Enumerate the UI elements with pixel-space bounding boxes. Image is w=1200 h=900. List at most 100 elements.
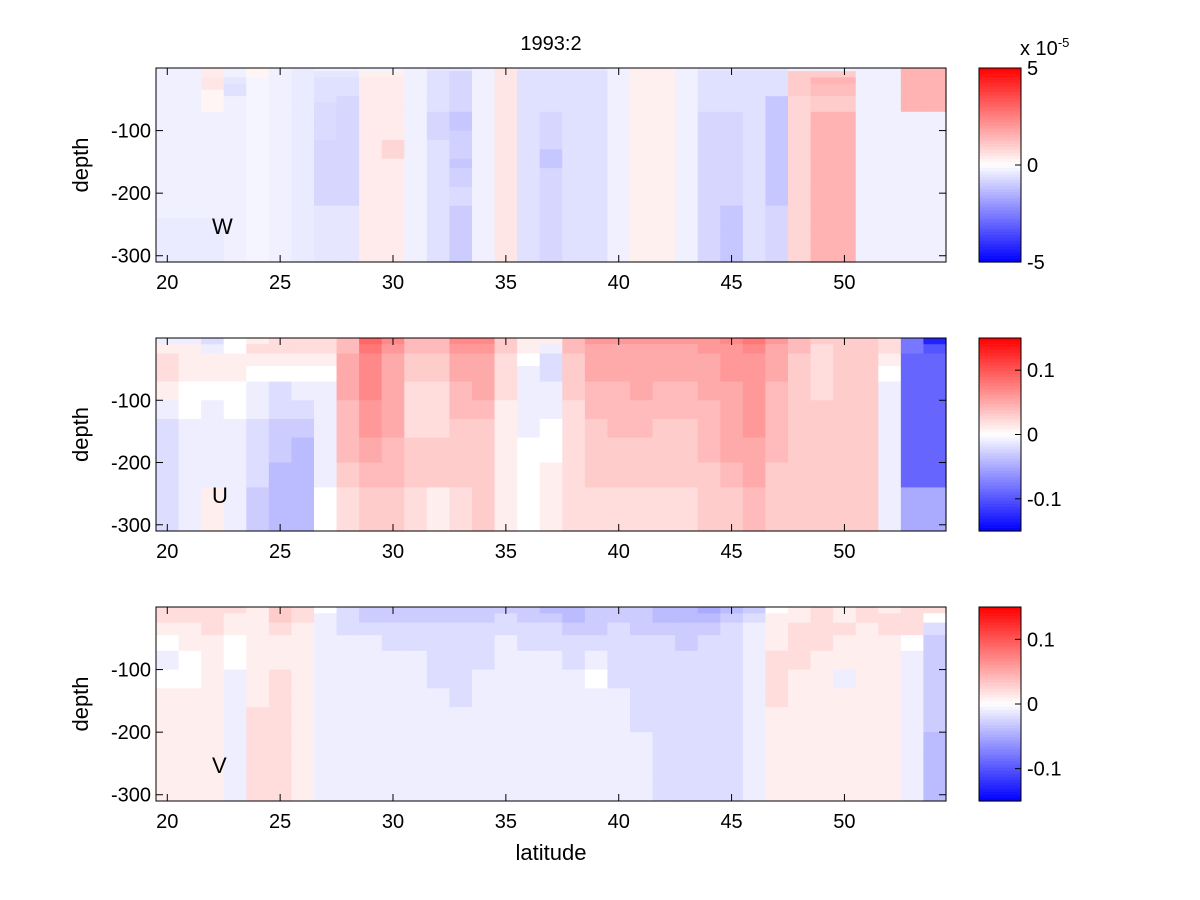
y-axis-label: depth [68,676,93,731]
x-tick-label: 20 [156,541,178,563]
colorbar-segment [979,380,1021,384]
heatmap-cell [426,707,451,733]
heatmap-cell [291,196,315,207]
heatmap-cell [381,487,405,513]
heatmap-cell [697,89,721,97]
colorbar-segment [979,524,1021,529]
heatmap-cell [201,158,225,169]
heatmap-cell [584,418,609,439]
heatmap-cell [404,732,428,758]
heatmap-cell [268,782,293,802]
heatmap-cell [810,437,834,464]
heatmap-cell [878,487,902,513]
heatmap-cell [223,400,247,420]
heatmap-cell [336,462,360,489]
colorbar-segment [979,116,1021,121]
colorbar-segment [979,404,1021,408]
panel-label: U [212,483,228,508]
heatmap-cell [178,688,202,708]
heatmap-cell [223,243,247,263]
heatmap-cell [584,381,609,401]
colorbar-segment [979,521,1021,526]
heatmap-cell [539,437,563,464]
heatmap-cell [201,96,225,104]
heatmap-cell [472,338,496,345]
heatmap-cell [517,688,541,708]
heatmap-cell [314,111,338,122]
heatmap-cell [900,669,925,689]
heatmap-cell [878,111,902,122]
heatmap-cell [675,243,699,263]
heatmap-cell [178,68,202,72]
colorbar-segment [979,512,1021,517]
heatmap-cell [381,650,405,671]
colorbar: 0.10-0.1 [978,337,1061,532]
heatmap-cell [765,732,789,758]
heatmap-cell [765,177,789,188]
heatmap-cell [539,230,563,244]
heatmap-cell [675,782,699,802]
heatmap-cell [517,243,541,263]
heatmap-cell [178,130,202,141]
heatmap-cell [494,400,518,420]
heatmap-cell [291,344,315,355]
heatmap-cell [359,218,383,232]
heatmap-cell [765,635,789,652]
colorbar-segment [979,497,1021,502]
heatmap-cell [291,512,315,532]
heatmap-cell [336,68,360,72]
heatmap-cell [720,635,744,652]
heatmap-cell [810,71,834,78]
colorbar-segment [979,679,1021,684]
heatmap-cell [810,186,834,197]
heatmap-cell [314,707,338,733]
heatmap-cell [449,688,473,708]
heatmap-cell [314,218,338,232]
heatmap-cell [359,96,383,104]
heatmap-cell [923,622,947,636]
heatmap-cell [765,512,789,532]
heatmap-cell [449,622,473,636]
heatmap-cell [223,622,247,636]
heatmap-cell [156,512,180,532]
heatmap-cell [539,669,563,689]
colorbar-tick-label: 5 [1027,58,1038,80]
heatmap-cell [607,121,631,132]
heatmap-cell [652,437,676,464]
heatmap-cell [742,149,767,160]
heatmap-cell [517,487,541,513]
heatmap-cell [539,77,563,85]
heatmap-cell [359,89,383,97]
heatmap-cell [562,757,586,783]
heatmap-cell [336,732,360,758]
heatmap-cell [652,205,676,219]
heatmap-cell [584,688,609,708]
heatmap-cell [607,149,631,160]
heatmap-cell [449,366,473,383]
heatmap-cell [314,130,338,141]
heatmap-cell [517,782,541,802]
heatmap-cell [652,622,676,636]
heatmap-cell [336,168,360,179]
heatmap-cell [472,669,496,689]
y-tick-label: -100 [111,390,151,412]
heatmap-cell [900,462,925,489]
x-tick-label: 20 [156,811,178,833]
heatmap-cell [810,68,834,72]
heatmap-cell [742,205,767,219]
heatmap-cell [314,512,338,532]
heatmap-cell [517,168,541,179]
heatmap-cell [742,669,767,689]
heatmap-cell [923,650,947,671]
colorbar-segment [979,140,1021,145]
heatmap-cell [336,158,360,169]
heatmap-cell [584,338,609,345]
heatmap-cell [833,487,857,513]
heatmap-cell [697,782,721,802]
heatmap-cell [923,243,947,263]
heatmap-cell [314,688,338,708]
heatmap-cell [765,462,789,489]
heatmap-cell [223,68,247,72]
heatmap-cell [359,462,383,489]
heatmap-cell [788,83,812,91]
